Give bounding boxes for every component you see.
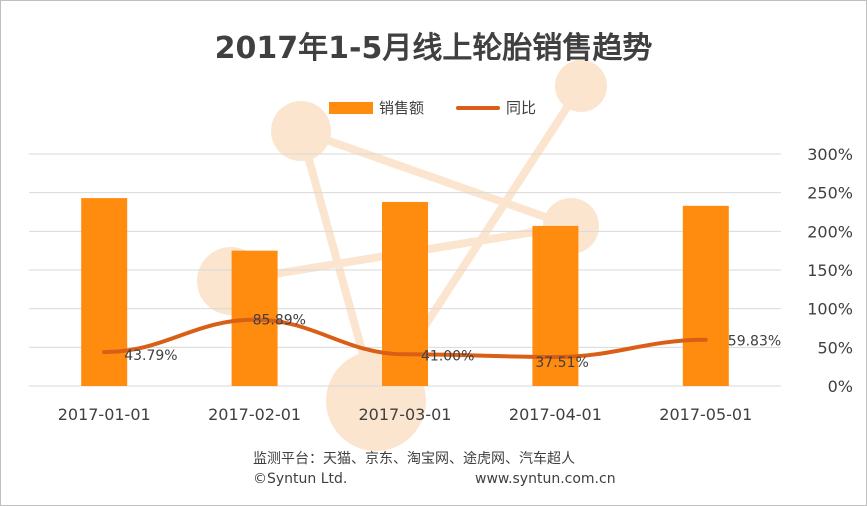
- bar: [682, 205, 729, 386]
- x-tick-label: 2017-04-01: [509, 405, 602, 424]
- watermark-dot: [271, 101, 331, 161]
- legend-bar-swatch: [329, 101, 373, 114]
- source-website: www.syntun.com.cn: [475, 471, 616, 487]
- data-label: 43.79%: [124, 348, 177, 364]
- y-tick-label: 300%: [807, 145, 853, 164]
- bar: [81, 198, 128, 386]
- legend-label-sales: 销售额: [379, 99, 425, 117]
- y-tick-label: 0%: [828, 377, 853, 396]
- legend-item-yoy: 同比: [456, 97, 536, 118]
- source-copyright: ©Syntun Ltd.: [253, 471, 348, 487]
- watermark-stroke: [299, 127, 573, 230]
- y-axis-right: 0% 50% 100% 150% 200% 250% 300%: [807, 145, 853, 396]
- data-label: 59.83%: [728, 334, 781, 350]
- y-tick-label: 250%: [807, 184, 853, 203]
- x-tick-label: 2017-02-01: [208, 405, 301, 424]
- y-tick-label: 100%: [807, 300, 853, 319]
- source-platforms: 监测平台：天猫、京东、淘宝网、途虎网、汽车超人: [253, 451, 575, 467]
- bar: [532, 225, 579, 386]
- x-tick-label: 2017-03-01: [359, 405, 452, 424]
- bar-series: [81, 198, 729, 386]
- x-axis: 2017-01-01 2017-02-01 2017-03-01 2017-04-01…: [58, 405, 753, 424]
- data-labels: 43.79% 85.89% 41.00% 37.51% 59.83%: [124, 313, 781, 371]
- x-tick-label: 2017-01-01: [58, 405, 151, 424]
- data-label: 37.51%: [535, 355, 588, 371]
- legend-label-yoy: 同比: [506, 99, 537, 117]
- legend-line-swatch: [456, 105, 500, 110]
- watermark-dot: [555, 60, 607, 112]
- x-tick-label: 2017-05-01: [659, 405, 752, 424]
- y-tick-label: 150%: [807, 261, 853, 280]
- data-label: 41.00%: [421, 348, 474, 364]
- y-tick-label: 50%: [817, 338, 853, 357]
- legend-item-sales: 销售额: [329, 97, 424, 118]
- line-series: [102, 317, 708, 359]
- chart-title: 2017年1-5月线上轮胎销售趋势: [214, 31, 653, 66]
- yoy-line: [102, 317, 708, 359]
- y-tick-label: 200%: [807, 222, 853, 241]
- data-label: 85.89%: [253, 313, 306, 329]
